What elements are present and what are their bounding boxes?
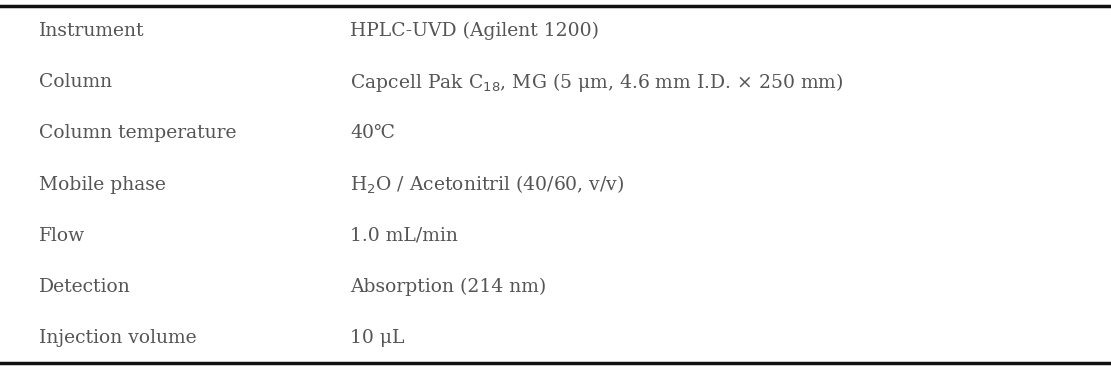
Text: 10 μL: 10 μL <box>350 329 404 347</box>
Text: Mobile phase: Mobile phase <box>39 176 166 193</box>
Text: Flow: Flow <box>39 227 86 245</box>
Text: 40℃: 40℃ <box>350 124 396 142</box>
Text: Instrument: Instrument <box>39 22 144 40</box>
Text: Column temperature: Column temperature <box>39 124 237 142</box>
Text: 1.0 mL/min: 1.0 mL/min <box>350 227 458 245</box>
Text: Detection: Detection <box>39 278 131 296</box>
Text: Capcell Pak C$_{18}$, MG (5 μm, 4.6 mm I.D. × 250 mm): Capcell Pak C$_{18}$, MG (5 μm, 4.6 mm I… <box>350 71 843 94</box>
Text: Injection volume: Injection volume <box>39 329 197 347</box>
Text: Absorption (214 nm): Absorption (214 nm) <box>350 277 547 296</box>
Text: Column: Column <box>39 73 112 91</box>
Text: H$_{2}$O / Acetonitril (40/60, v/v): H$_{2}$O / Acetonitril (40/60, v/v) <box>350 173 624 196</box>
Text: HPLC-UVD (Agilent 1200): HPLC-UVD (Agilent 1200) <box>350 22 599 40</box>
